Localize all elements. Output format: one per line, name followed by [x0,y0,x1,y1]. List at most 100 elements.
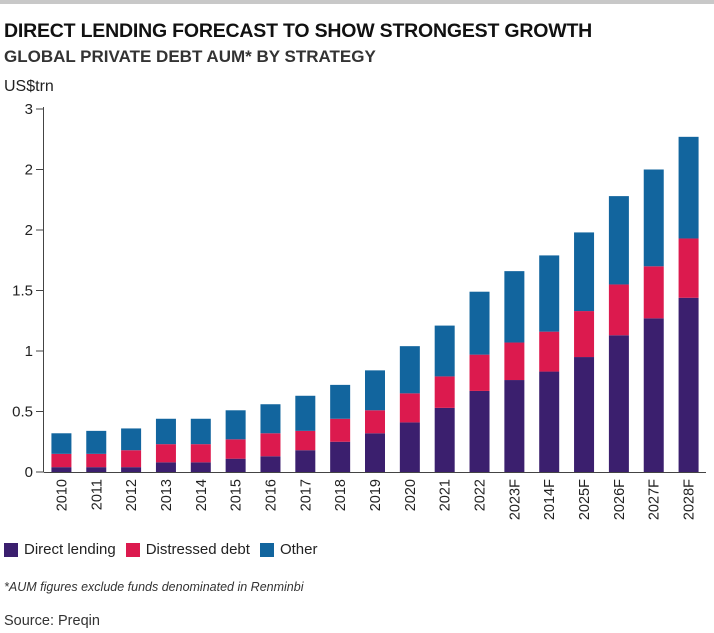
bar-segment-other [295,395,316,431]
bar-segment-distressed-debt [574,311,595,358]
x-tick-label: 2018 [333,479,349,511]
bar-segment-other [190,418,211,445]
y-tick-label: 1.5 [12,283,33,300]
chart-subtitle: GLOBAL PRIVATE DEBT AUM* BY STRATEGY [4,47,376,66]
x-tick-label: 2016 [263,479,279,511]
y-tick-label: 0.5 [12,404,33,421]
legend-swatch-direct-lending [4,542,18,557]
legend-swatch-other [259,542,274,557]
bar-segment-distressed-debt [155,444,176,463]
bar-segment-direct-lending [643,318,664,472]
bar-segment-direct-lending [399,422,420,472]
x-tick-label: 2021 [438,479,454,511]
legend-item-other: Other [259,541,318,558]
bar-segment-direct-lending [155,462,176,472]
bar-segment-other [260,404,281,434]
bar-segment-other [469,291,490,355]
legend-swatch-distressed-debt [125,542,140,557]
bar-segment-other [539,255,560,332]
stacked-bar-chart: 0 0.5 1 1.5 2 2 3 2010 2011 2012 2013 2014 2015 2016 2… [12,101,706,520]
bar-segment-distressed-debt [678,238,699,298]
y-axis-unit-label: US$trn [4,78,54,95]
x-tick-label: 2025F [577,479,593,520]
x-tick-label: 2014F [542,479,558,520]
footnote: *AUM figures exclude funds denominated i… [4,580,304,594]
bar-segment-distressed-debt [51,453,72,468]
x-tick-label: 2026F [612,479,628,520]
y-tick-label: 0 [25,464,33,481]
bar-segment-direct-lending [86,467,107,472]
bar-segment-other [678,136,699,239]
x-tick-label: 2027F [647,479,663,520]
bar-segment-direct-lending [190,462,211,472]
bar-segment-distressed-debt [608,284,629,336]
bar-segment-direct-lending [51,467,72,472]
bar-segment-distressed-debt [434,376,455,408]
bar-segment-distressed-debt [365,410,385,434]
y-tick-label: 2 [25,162,33,179]
legend-item-direct-lending: Direct lending [4,541,116,558]
bar-segment-direct-lending [295,450,316,472]
bar-segment-distressed-debt [86,453,107,468]
bar-segment-distressed-debt [539,331,560,372]
bar-segment-other [504,271,525,343]
bar-segment-distressed-debt [190,444,211,463]
source-note: Source: Preqin [4,613,100,629]
bar-segment-other [608,196,629,285]
x-tick-label: 2012 [124,479,140,511]
bar-segment-other [330,384,351,419]
y-tick-label: 2 [25,222,33,239]
bar-segment-direct-lending [434,407,455,472]
x-tick-label: 2028F [682,479,698,520]
y-tick-label: 1 [25,343,33,360]
x-tick-label: 2020 [403,479,419,511]
bar-segment-other [121,428,142,451]
bar-segment-distressed-debt [330,418,351,442]
bar-segment-distressed-debt [399,393,420,423]
x-tick-label: 2017 [298,479,314,511]
bar-segment-other [365,370,385,411]
bar-segment-other [155,418,176,445]
y-tick-label: 3 [25,101,33,118]
bar-segment-direct-lending [121,467,142,472]
bar-segment-distressed-debt [643,266,664,319]
bar-segment-direct-lending [365,433,385,472]
bar-segment-distressed-debt [225,439,246,459]
legend-item-distressed-debt: Distressed debt [125,541,250,558]
bar-segment-direct-lending [504,380,525,472]
bar-segment-other [574,232,595,312]
bar-segment-distressed-debt [469,354,490,391]
bar-segment-other [86,430,107,454]
legend-label-other: Other [279,541,318,558]
bar-segment-other [399,346,420,394]
legend-label-distressed-debt: Distressed debt [145,541,250,558]
legend: Direct lending Distressed debt Other [4,541,327,558]
bar-segment-direct-lending [469,390,490,472]
bar-segment-other [434,325,455,377]
bar-segment-direct-lending [678,297,699,472]
bar-segment-distressed-debt [121,450,142,468]
x-tick-label: 2010 [54,479,70,511]
x-tick-label: 2015 [229,479,245,511]
bar-segment-distressed-debt [260,433,281,457]
bar-segment-direct-lending [225,458,246,472]
bar-segment-direct-lending [574,357,595,472]
bar-segment-direct-lending [608,335,629,472]
bar-segment-direct-lending [260,456,281,472]
bar-segment-other [643,169,664,267]
x-tick-label: 2019 [368,479,384,511]
bar-segment-direct-lending [330,441,351,472]
bar-segment-distressed-debt [295,430,316,451]
x-tick-label: 2011 [89,479,105,510]
x-tick-label: 2022 [473,479,489,511]
top-rule [0,0,714,4]
x-tick-label: 2014 [194,479,210,511]
bar-segment-direct-lending [539,371,560,472]
bar-segment-other [225,410,246,440]
x-tick-label: 2023F [507,479,523,520]
bar-segment-distressed-debt [504,342,525,381]
bar-segment-other [51,433,72,454]
chart-title: DIRECT LENDING FORECAST TO SHOW STRONGES… [4,20,593,42]
legend-label-direct-lending: Direct lending [24,541,116,558]
x-tick-label: 2013 [159,479,175,511]
